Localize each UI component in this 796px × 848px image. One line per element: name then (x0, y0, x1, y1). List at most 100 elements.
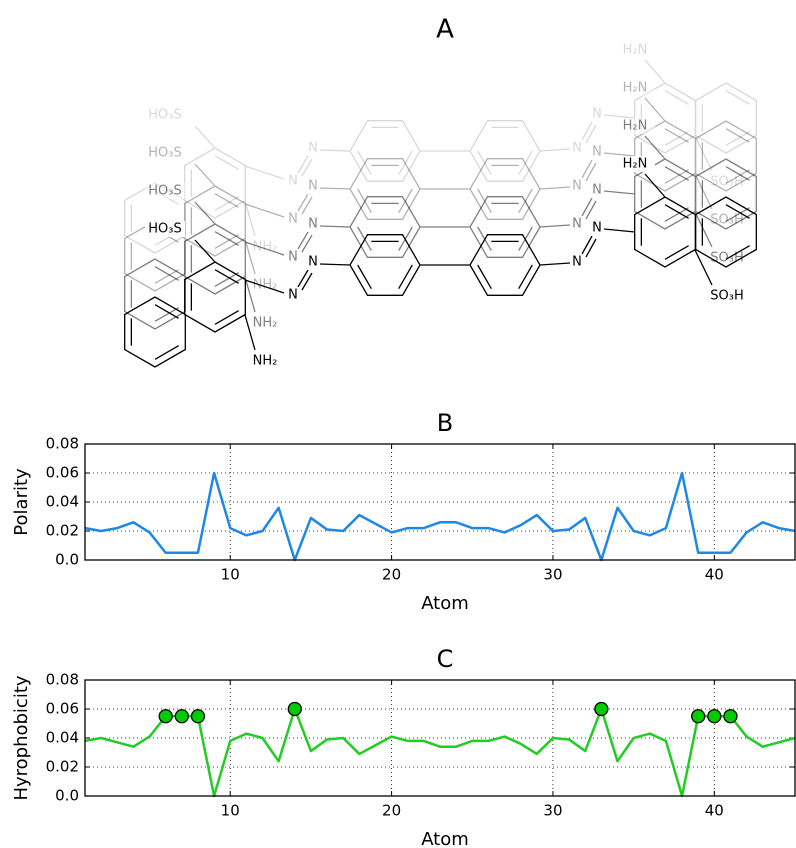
atom-label: N (308, 217, 318, 232)
bond (244, 241, 285, 256)
x-tick-label: 40 (705, 802, 724, 820)
bond (585, 124, 597, 144)
atom-label: N (572, 141, 582, 156)
data-point (158, 709, 173, 724)
atom-label: N (288, 212, 298, 227)
atom-label: NH₂ (253, 278, 278, 293)
atom-label: N (308, 141, 318, 156)
atom-label: N (572, 179, 582, 194)
double-bond (664, 204, 689, 219)
bond (644, 135, 666, 160)
bond (603, 228, 636, 233)
label-bg (307, 140, 319, 156)
bond (539, 262, 571, 266)
atom-label: HO₃S (148, 222, 181, 237)
bond (244, 203, 285, 218)
x-tick-label: 10 (221, 802, 240, 820)
data-point (707, 709, 722, 724)
double-bond (725, 245, 750, 260)
atom-label: N (592, 221, 602, 236)
bond (319, 149, 351, 152)
bond (194, 163, 216, 187)
double-bond (664, 169, 689, 184)
ring (634, 196, 696, 268)
bond (644, 173, 666, 198)
bond (297, 231, 309, 250)
bond (319, 225, 351, 228)
double-bond (664, 166, 689, 181)
atom-label: H₂N (623, 43, 648, 58)
data-point (723, 709, 738, 724)
label-bg (287, 249, 299, 265)
data-line (84, 471, 796, 562)
double-bond (477, 150, 492, 175)
double-bond (664, 90, 689, 105)
bond (244, 238, 256, 275)
ring (469, 196, 541, 258)
bond (244, 314, 256, 351)
ring (695, 120, 757, 192)
x-axis-label: Atom (421, 829, 469, 848)
ring (469, 158, 541, 220)
label-bg (287, 211, 299, 227)
plot-frame (84, 443, 796, 561)
chart-title: C (437, 645, 454, 673)
x-tick-label: 30 (543, 566, 562, 584)
atom-label: N (592, 145, 602, 160)
y-tick-label: 0.0 (55, 551, 79, 569)
bond (694, 135, 713, 172)
label-bg (615, 156, 655, 172)
label-bg (307, 216, 319, 232)
bond (297, 193, 309, 212)
label-bg (707, 288, 747, 304)
double-bond (664, 207, 689, 222)
label-bg (307, 178, 319, 194)
ring (349, 120, 421, 182)
ring (124, 296, 186, 368)
x-tick-label: 30 (543, 802, 562, 820)
y-tick-label: 0.0 (55, 787, 79, 805)
double-bond (214, 269, 239, 284)
ring (695, 82, 757, 154)
label-bg (287, 173, 299, 189)
ring (124, 220, 186, 292)
bond (244, 279, 285, 294)
label-bg (245, 277, 285, 293)
bond (319, 187, 351, 190)
ring (349, 196, 421, 258)
y-axis-label: Hyrophobicity (11, 675, 32, 800)
label-bg (591, 144, 603, 160)
y-tick-label: 0.06 (46, 464, 79, 482)
double-bond (214, 155, 239, 170)
double-bond (214, 196, 239, 211)
bond (694, 249, 713, 286)
atom-label: N (592, 107, 602, 122)
label-bg (145, 145, 185, 161)
atom-label: N (288, 288, 298, 303)
atom-label: NH₂ (253, 240, 278, 255)
ring (349, 234, 421, 296)
y-tick-label: 0.02 (46, 758, 79, 776)
bond (581, 197, 593, 217)
bond (194, 201, 216, 225)
double-bond (214, 231, 239, 246)
bond (244, 276, 256, 313)
bond (194, 125, 216, 149)
label-bg (145, 183, 185, 199)
bond (644, 59, 666, 84)
double-bond (725, 128, 750, 143)
atom-label: N (288, 174, 298, 189)
bond (585, 238, 597, 258)
double-bond (357, 150, 372, 175)
double-bond (725, 204, 750, 219)
double-bond (357, 264, 372, 289)
bond (319, 263, 351, 266)
data-point (594, 701, 609, 717)
label-bg (245, 239, 285, 255)
double-bond (664, 128, 689, 143)
double-bond (664, 245, 689, 260)
double-bond (725, 207, 750, 222)
data-point (287, 701, 302, 717)
